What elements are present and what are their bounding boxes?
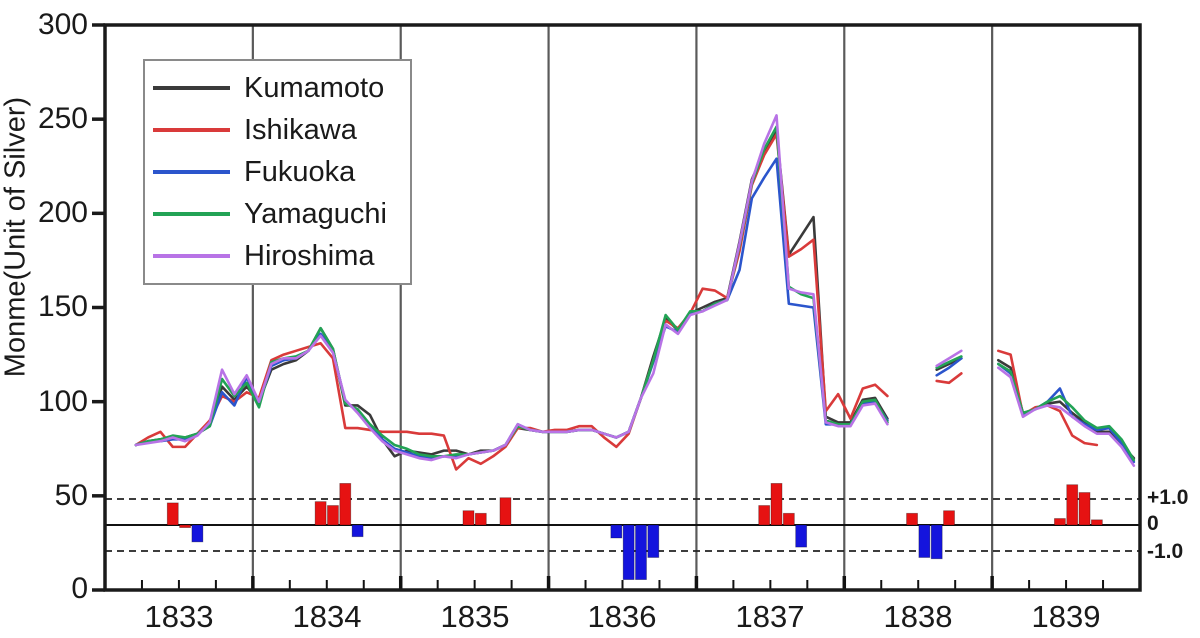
legend-label-fukuoka: Fukuoka bbox=[244, 156, 356, 188]
legend-line-sample-kumamoto bbox=[153, 86, 230, 90]
legend-line-sample-yamaguchi bbox=[153, 212, 230, 216]
anomaly-bar-1838-6 bbox=[906, 512, 918, 526]
anomaly-bar-1837-9 bbox=[795, 524, 808, 548]
series-line-hiroshima bbox=[997, 366, 1136, 468]
anomaly-bar-1833-8 bbox=[191, 524, 204, 543]
anomaly-bar-1839-9 bbox=[1090, 519, 1103, 526]
anomaly-bar-1835-6 bbox=[462, 510, 475, 526]
legend-line-sample-ishikawa bbox=[153, 128, 230, 132]
legend-label-kumamoto: Kumamoto bbox=[244, 72, 385, 104]
right-axis-label-minus1: -1.0 bbox=[1147, 540, 1184, 563]
anomaly-bar-1837-6 bbox=[758, 505, 771, 526]
x-tick-label-1837: 1837 bbox=[735, 599, 805, 634]
anomaly-bar-1838-8 bbox=[930, 524, 943, 560]
series-line-fukuoka bbox=[935, 357, 963, 377]
right-axis-label-plus1: +1.0 bbox=[1147, 486, 1189, 509]
anomaly-bar-1836-6 bbox=[610, 524, 623, 539]
anomaly-bar-1838-9 bbox=[943, 510, 955, 526]
x-tick-label-1834: 1834 bbox=[292, 599, 362, 634]
anomaly-bar-1834-6 bbox=[314, 501, 327, 526]
legend-item-yamaguchi: Yamaguchi bbox=[145, 199, 410, 229]
legend-item-ishikawa: Ishikawa bbox=[145, 115, 410, 145]
anomaly-bar-1839-8 bbox=[1078, 492, 1091, 526]
x-tick-label-1839: 1839 bbox=[1031, 599, 1101, 634]
anomaly-bar-1837-8 bbox=[782, 512, 795, 526]
series-line-ishikawa bbox=[997, 349, 1099, 447]
legend-line-sample-hiroshima bbox=[153, 254, 230, 258]
anomaly-bar-1833-6 bbox=[166, 502, 179, 526]
legend-item-kumamoto: Kumamoto bbox=[145, 73, 410, 103]
anomaly-bar-1838-7 bbox=[918, 524, 931, 558]
y-tick-label-150: 150 bbox=[37, 290, 88, 323]
anomaly-bar-1834-9 bbox=[351, 524, 364, 538]
x-tick-label-1833: 1833 bbox=[144, 599, 214, 634]
anomaly-bar-1835-7 bbox=[474, 512, 487, 526]
y-tick-label-0: 0 bbox=[71, 572, 88, 605]
legend-label-ishikawa: Ishikawa bbox=[244, 114, 357, 146]
anomaly-bar-1833-7 bbox=[179, 524, 191, 528]
series-line-ishikawa bbox=[935, 372, 963, 385]
anomaly-bar-1839-7 bbox=[1066, 484, 1079, 526]
series-line-hiroshima bbox=[935, 349, 963, 368]
anomaly-bar-1839-6 bbox=[1054, 518, 1066, 526]
anomaly-bar-1834-7 bbox=[327, 505, 339, 526]
anomaly-bar-1836-8 bbox=[635, 524, 647, 580]
x-tick-label-1836: 1836 bbox=[587, 599, 657, 634]
anomaly-bar-1834-8 bbox=[339, 482, 352, 526]
legend-line-sample-fukuoka bbox=[153, 170, 230, 174]
anomaly-bar-1836-7 bbox=[622, 524, 635, 580]
y-tick-label-200: 200 bbox=[37, 196, 88, 229]
legend-item-hiroshima: Hiroshima bbox=[145, 241, 410, 271]
right-axis-label-zero: 0 bbox=[1147, 512, 1159, 535]
y-axis-title: Monme(Unit of Silver) bbox=[0, 96, 32, 378]
series-line-yamaguchi bbox=[935, 355, 963, 370]
x-tick-label-1835: 1835 bbox=[440, 599, 510, 634]
series-line-kumamoto bbox=[997, 358, 1136, 460]
x-tick-label-1838: 1838 bbox=[883, 599, 953, 634]
legend-label-yamaguchi: Yamaguchi bbox=[244, 198, 387, 230]
y-tick-label-300: 300 bbox=[37, 8, 88, 41]
anomaly-bar-1835-9 bbox=[499, 497, 512, 526]
legend-box: Kumamoto Ishikawa Fukuoka Yamaguchi Hiro… bbox=[143, 59, 412, 285]
series-line-hiroshima bbox=[134, 114, 889, 462]
legend-label-hiroshima: Hiroshima bbox=[244, 240, 375, 272]
y-tick-label-50: 50 bbox=[54, 479, 88, 512]
y-tick-label-100: 100 bbox=[37, 385, 88, 418]
anomaly-bar-1837-7 bbox=[770, 482, 783, 526]
anomaly-bar-1836-9 bbox=[647, 524, 660, 558]
plot-border bbox=[103, 23, 1142, 592]
y-tick-label-250: 250 bbox=[37, 102, 88, 135]
legend-item-fukuoka: Fukuoka bbox=[145, 157, 410, 187]
